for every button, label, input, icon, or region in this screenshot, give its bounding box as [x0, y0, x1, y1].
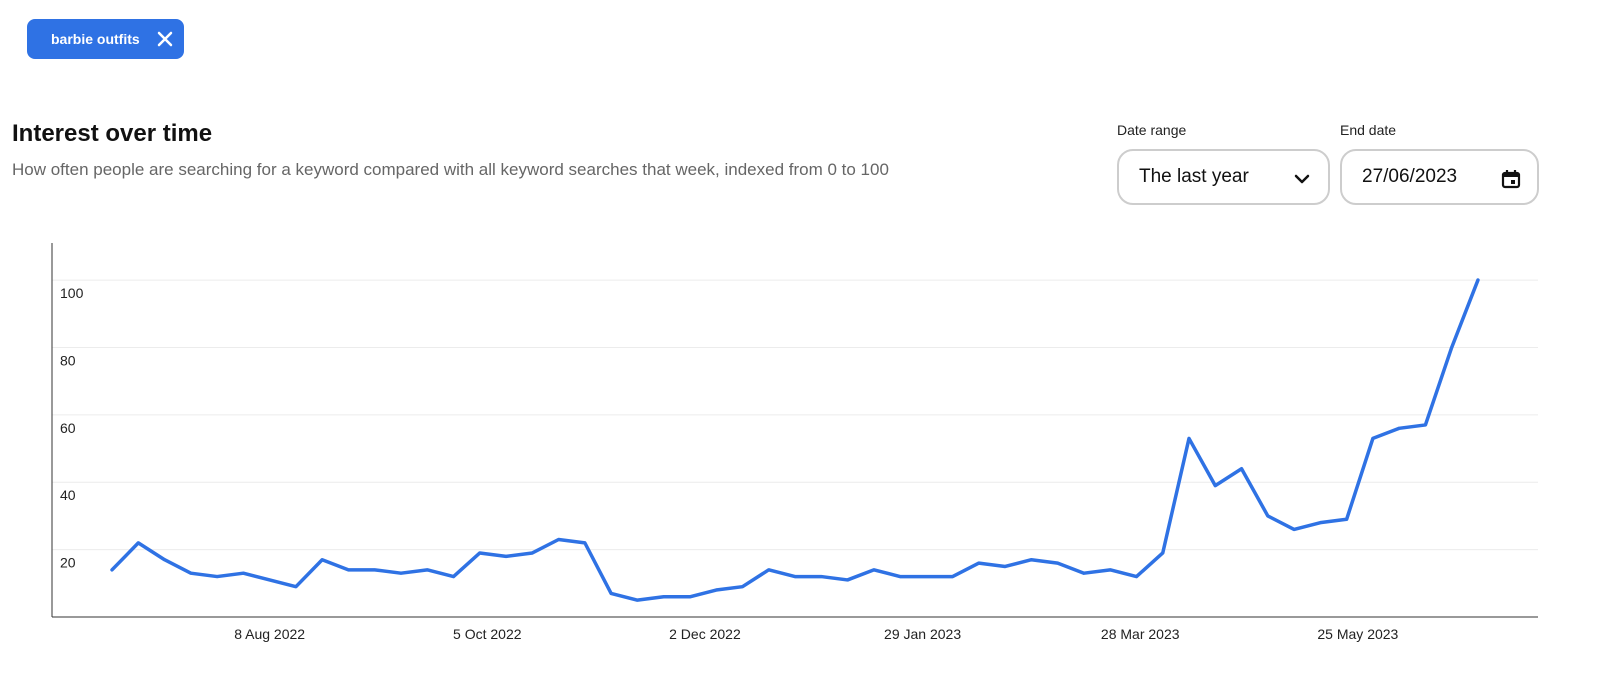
y-tick-label: 80: [60, 352, 76, 368]
x-tick-label: 5 Oct 2022: [453, 626, 522, 642]
calendar-icon[interactable]: [1501, 169, 1521, 189]
chip-label: barbie outfits: [51, 31, 140, 47]
x-tick-label: 8 Aug 2022: [234, 626, 305, 642]
date-range-value: The last year: [1139, 166, 1249, 187]
x-tick-label: 29 Jan 2023: [884, 626, 961, 642]
section-title: Interest over time: [12, 120, 213, 147]
y-tick-label: 100: [60, 285, 84, 301]
x-tick-label: 28 Mar 2023: [1101, 626, 1180, 642]
x-tick-label: 2 Dec 2022: [669, 626, 741, 642]
trend-line: [110, 278, 1480, 602]
chevron-icon: [1294, 174, 1310, 184]
end-date-label: End date: [1340, 122, 1397, 138]
date-range-label: Date range: [1117, 122, 1187, 138]
y-tick-label: 20: [60, 555, 76, 571]
y-tick-label: 40: [60, 487, 76, 503]
x-tick-label: 25 May 2023: [1317, 626, 1398, 642]
date-range-select[interactable]: The last year: [1117, 149, 1330, 205]
y-tick-label: 60: [60, 420, 76, 436]
section-subtitle: How often people are searching for a key…: [12, 160, 889, 179]
remove-icon[interactable]: [156, 30, 174, 48]
end-date-value: 27/06/2023: [1362, 166, 1458, 187]
keyword-chip[interactable]: barbie outfits: [27, 19, 184, 59]
end-date-input[interactable]: 27/06/2023: [1340, 149, 1539, 205]
chart: 20 40 60 80 100 8 Aug 2022 5 Oct 2022 2 Dec 202…: [51, 243, 1538, 642]
